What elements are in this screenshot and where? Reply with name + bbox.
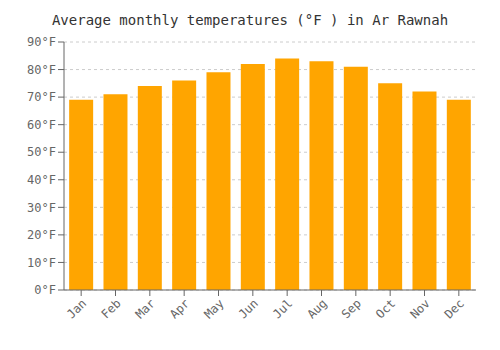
svg-text:90°F: 90°F xyxy=(27,35,56,49)
svg-text:20°F: 20°F xyxy=(27,228,56,242)
svg-text:Aug: Aug xyxy=(304,296,329,321)
svg-text:50°F: 50°F xyxy=(27,145,56,159)
svg-text:Apr: Apr xyxy=(167,296,192,321)
svg-text:60°F: 60°F xyxy=(27,118,56,132)
svg-text:Sep: Sep xyxy=(339,296,364,321)
svg-text:30°F: 30°F xyxy=(27,201,56,215)
svg-text:10°F: 10°F xyxy=(27,256,56,270)
svg-text:70°F: 70°F xyxy=(27,90,56,104)
svg-text:80°F: 80°F xyxy=(27,63,56,77)
svg-text:Jan: Jan xyxy=(64,296,89,321)
svg-text:Feb: Feb xyxy=(98,296,123,321)
svg-text:Jul: Jul xyxy=(270,296,295,321)
svg-text:Mar: Mar xyxy=(133,296,158,321)
svg-text:May: May xyxy=(201,296,226,321)
svg-text:Dec: Dec xyxy=(442,296,467,321)
svg-text:Nov: Nov xyxy=(407,296,432,321)
svg-text:Jun: Jun xyxy=(236,296,261,321)
html-text:Average monthly temperatures (: Average monthly temperatures (°F ) in Ar… xyxy=(51,12,449,28)
svg-text:Oct: Oct xyxy=(373,296,398,321)
svg-text:0°F: 0°F xyxy=(34,283,56,297)
svg-text:40°F: 40°F xyxy=(27,173,56,187)
